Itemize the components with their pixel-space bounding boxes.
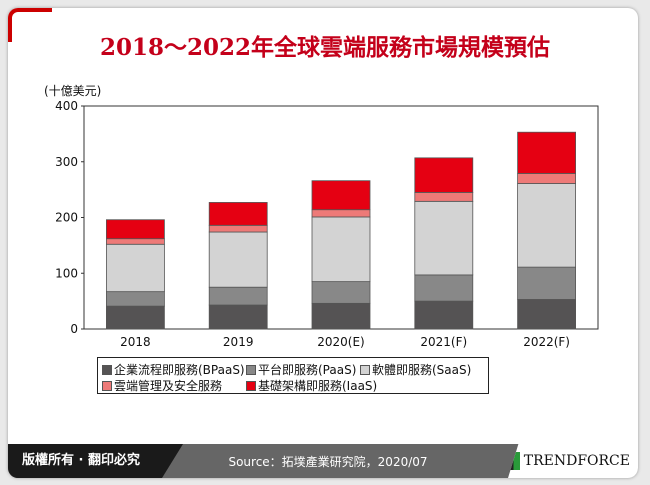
legend-item-iaas: 基礎架構即服務(IaaS) [246, 377, 377, 394]
legend-item-paas: 平台即服務(PaaS) [246, 361, 356, 378]
bar-segment [106, 291, 165, 307]
legend-swatch [102, 364, 112, 375]
bar-segment [311, 281, 371, 304]
bar-segment [517, 266, 576, 300]
legend-label: 平台即服務(PaaS) [258, 363, 357, 377]
chart-title: 2018～2022年全球雲端服務市場規模預估 [99, 34, 551, 61]
bar-segment [414, 300, 474, 330]
bar-segment [311, 180, 371, 211]
y-tick-label: 100 [55, 266, 78, 280]
bar-segment [517, 299, 576, 330]
bar-segment [106, 219, 165, 240]
footer: Source：拓墣產業研究院，2020/07 版權所有 · 翻印必究 TREND… [8, 444, 638, 478]
bar-segment [414, 200, 474, 276]
legend-swatch [102, 380, 112, 391]
legend-item-bpaas: 企業流程即服務(BPaaS) [102, 361, 245, 378]
bar-segment [311, 302, 371, 330]
legend-swatch [246, 380, 256, 391]
y-tick-label: 300 [55, 155, 78, 169]
bar-segment [517, 173, 576, 184]
copyright-text: 版權所有 · 翻印必究 [8, 444, 183, 478]
brand-text: TRENDFORCE [523, 453, 630, 469]
bar-segment [106, 238, 165, 245]
corner-accent [8, 8, 52, 42]
x-tick-label: 2019 [223, 335, 254, 349]
y-tick-label: 0 [70, 322, 78, 336]
y-tick-label: 400 [55, 99, 78, 113]
legend: 企業流程即服務(BPaaS) 平台即服務(PaaS) 軟體即服務(SaaS) 雲… [97, 357, 489, 394]
bar-segment [208, 231, 268, 288]
bar-segment [414, 274, 474, 302]
bar-segment [208, 224, 268, 233]
x-tick-label: 2022(F) [523, 335, 570, 349]
y-axis-unit: (十億美元) [44, 84, 102, 98]
trendforce-logo: TRENDFORCE [508, 444, 638, 478]
trendforce-logo-icon [508, 452, 520, 470]
legend-swatch [246, 364, 256, 375]
bar-segment [414, 192, 474, 202]
source-text: Source：拓墣產業研究院，2020/07 [228, 455, 428, 469]
legend-swatch [360, 364, 370, 375]
bar-segment [414, 157, 474, 193]
y-tick-label: 200 [55, 211, 78, 225]
legend-label: 基礎架構即服務(IaaS) [258, 379, 378, 393]
bar-segment [311, 216, 371, 283]
x-tick-label: 2020(E) [317, 335, 364, 349]
bar-segment [106, 305, 165, 330]
bar-segment [311, 209, 371, 218]
legend-label: 雲端管理及安全服務 [114, 379, 223, 393]
x-tick-label: 2021(F) [420, 335, 467, 349]
bar-segment [208, 202, 268, 226]
legend-label: 軟體即服務(SaaS) [372, 363, 472, 377]
bar-segment [208, 286, 268, 306]
bar-segment [208, 304, 268, 330]
bar-segment [517, 183, 576, 268]
bar-segment [517, 131, 576, 174]
x-tick-label: 2018 [120, 335, 151, 349]
bar-segment [106, 243, 165, 293]
legend-item-saas: 軟體即服務(SaaS) [360, 361, 471, 378]
legend-item-management: 雲端管理及安全服務 [102, 377, 222, 394]
legend-label: 企業流程即服務(BPaaS) [114, 363, 245, 377]
